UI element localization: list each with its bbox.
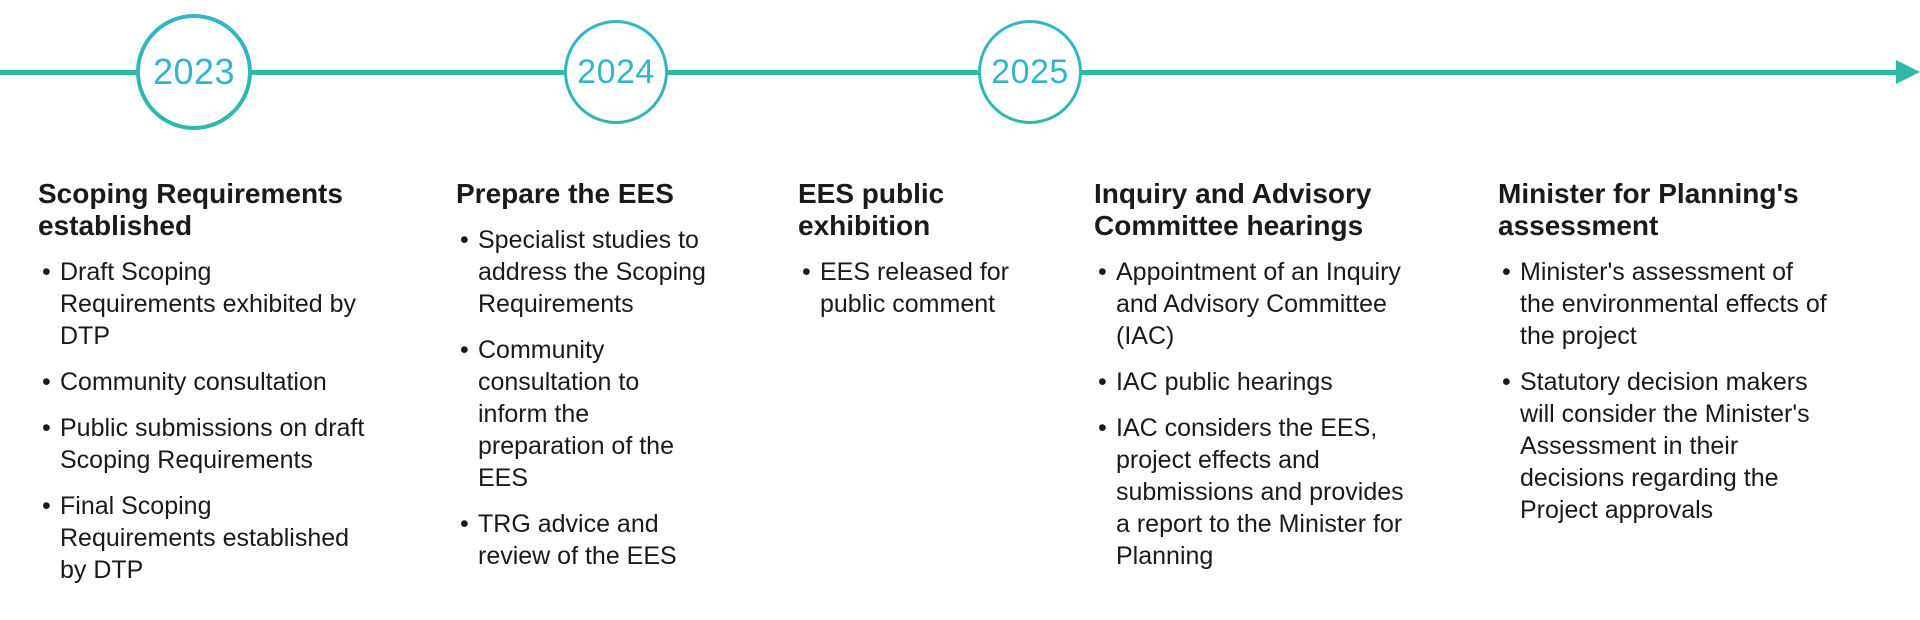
- list-item: IAC public hearings: [1094, 366, 1414, 398]
- list-item: IAC considers the EES, project effects a…: [1094, 412, 1414, 572]
- column-list: Appointment of an Inquiry and Advisory C…: [1094, 256, 1414, 572]
- year-node-2025: 2025: [978, 20, 1082, 124]
- column-minister-assessment: Minister for Planning's assessment Minis…: [1498, 178, 1858, 600]
- timeline-arrowhead-icon: [1896, 60, 1920, 84]
- list-item: Specialist studies to address the Scopin…: [456, 224, 714, 320]
- column-prepare-ees: Prepare the EES Specialist studies to ad…: [456, 178, 742, 600]
- year-label: 2024: [577, 53, 655, 92]
- column-title: Minister for Planning's assessment: [1498, 178, 1830, 242]
- year-label: 2025: [991, 53, 1069, 92]
- year-node-2023: 2023: [136, 14, 252, 130]
- list-item: Minister's assessment of the environment…: [1498, 256, 1830, 352]
- year-node-2024: 2024: [564, 20, 668, 124]
- column-iac-hearings: Inquiry and Advisory Committee hearings …: [1094, 178, 1442, 600]
- list-item: Community consultation: [38, 366, 372, 398]
- list-item: Public submissions on draft Scoping Requ…: [38, 412, 372, 476]
- column-list: Draft Scoping Requirements exhibited by …: [38, 256, 372, 586]
- list-item: Final Scoping Requirements established b…: [38, 490, 372, 586]
- column-title: Prepare the EES: [456, 178, 714, 210]
- list-item: EES released for public comment: [798, 256, 1010, 320]
- list-item: TRG advice and review of the EES: [456, 508, 714, 572]
- column-title: Scoping Requirements established: [38, 178, 372, 242]
- column-public-exhibition: EES public exhibition EES released for p…: [798, 178, 1038, 600]
- column-title: Inquiry and Advisory Committee hearings: [1094, 178, 1414, 242]
- column-scoping: Scoping Requirements established Draft S…: [38, 178, 400, 600]
- column-title: EES public exhibition: [798, 178, 1010, 242]
- column-list: EES released for public comment: [798, 256, 1010, 320]
- content-columns: Scoping Requirements established Draft S…: [38, 178, 1858, 600]
- list-item: Statutory decision makers will consider …: [1498, 366, 1830, 526]
- list-item: Community consultation to inform the pre…: [456, 334, 714, 494]
- year-label: 2023: [153, 51, 235, 93]
- list-item: Draft Scoping Requirements exhibited by …: [38, 256, 372, 352]
- column-list: Specialist studies to address the Scopin…: [456, 224, 714, 572]
- list-item: Appointment of an Inquiry and Advisory C…: [1094, 256, 1414, 352]
- column-list: Minister's assessment of the environment…: [1498, 256, 1830, 526]
- timeline-line: [0, 70, 1896, 75]
